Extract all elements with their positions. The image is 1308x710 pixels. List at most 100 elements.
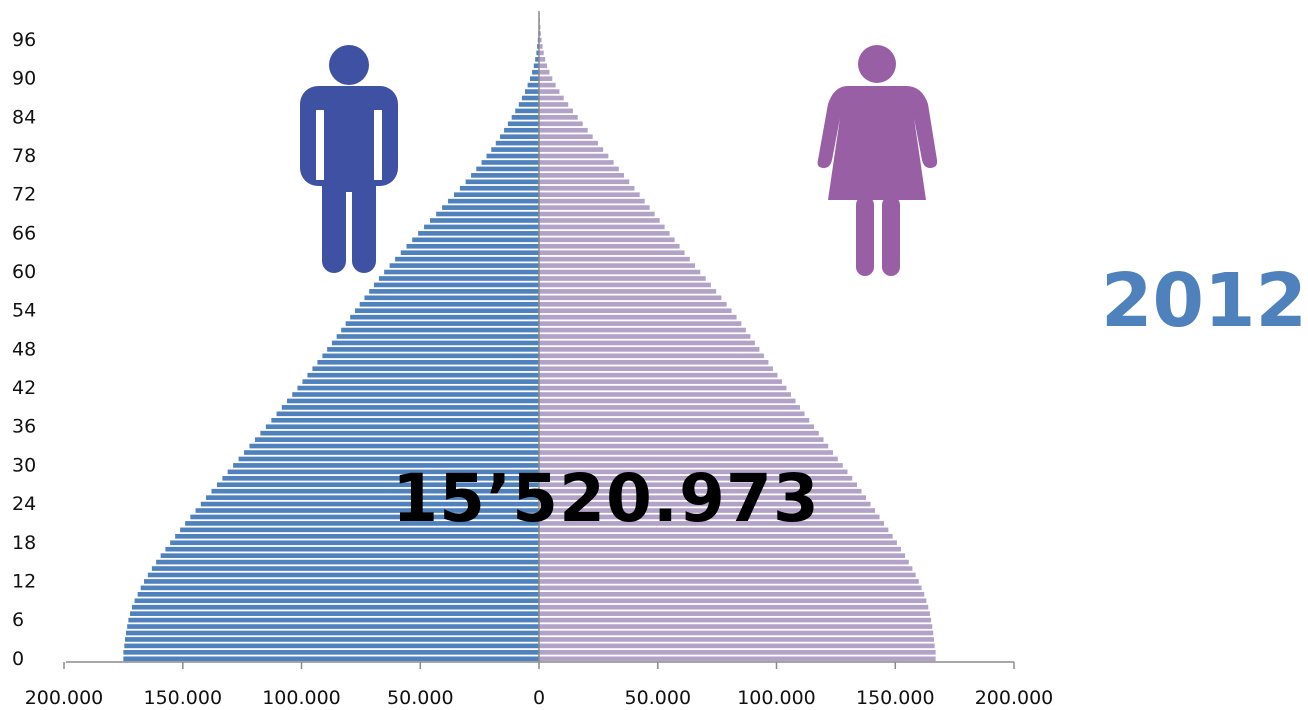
male-bar-age-71 bbox=[448, 198, 539, 204]
female-bar-age-87 bbox=[539, 95, 564, 101]
female-bar-age-0 bbox=[539, 656, 936, 662]
x-tick-label: 100.000 bbox=[262, 687, 341, 709]
female-bar-age-27 bbox=[539, 482, 858, 488]
male-bar-age-64 bbox=[406, 243, 540, 249]
male-bar-age-55 bbox=[359, 301, 539, 307]
x-tick-label: 50.000 bbox=[387, 687, 453, 709]
y-tick-label: 78 bbox=[12, 145, 36, 167]
female-bar-age-86 bbox=[539, 102, 569, 107]
male-bar-age-3 bbox=[125, 637, 539, 642]
female-bar-age-74 bbox=[539, 179, 630, 185]
female-bar-age-52 bbox=[539, 321, 742, 326]
male-bar-age-76 bbox=[476, 166, 539, 172]
female-bar-age-53 bbox=[539, 314, 737, 320]
female-bar-age-12 bbox=[539, 579, 919, 584]
male-bar-age-82 bbox=[504, 127, 539, 133]
female-bar-age-61 bbox=[539, 263, 696, 268]
male-bar-age-19 bbox=[175, 533, 539, 539]
male-bar-age-16 bbox=[160, 553, 539, 558]
male-bar-age-41 bbox=[292, 392, 539, 397]
male-bar-age-37 bbox=[271, 417, 539, 423]
male-bar-age-77 bbox=[481, 160, 539, 165]
female-bar-age-49 bbox=[539, 340, 755, 346]
male-bar-age-95 bbox=[537, 44, 539, 49]
male-bar-age-91 bbox=[532, 69, 539, 75]
male-bar-age-9 bbox=[134, 598, 540, 604]
female-bar-age-95 bbox=[539, 44, 543, 49]
y-tick-label: 6 bbox=[12, 609, 24, 631]
x-tick-label: 200.000 bbox=[25, 687, 104, 709]
female-bar-age-47 bbox=[539, 353, 764, 359]
female-bars bbox=[539, 11, 936, 662]
male-bar-age-45 bbox=[312, 366, 539, 372]
male-bar-age-59 bbox=[378, 276, 539, 281]
y-tick-label: 12 bbox=[12, 570, 36, 592]
y-tick-label: 48 bbox=[12, 338, 36, 360]
male-bar-age-51 bbox=[341, 327, 539, 333]
female-bar-age-54 bbox=[539, 308, 732, 314]
female-bar-age-78 bbox=[539, 153, 609, 159]
male-bar-age-21 bbox=[185, 521, 540, 526]
female-bar-age-84 bbox=[539, 115, 578, 120]
y-tick-label: 72 bbox=[12, 184, 36, 206]
female-bar-age-31 bbox=[539, 456, 838, 462]
male-bar-age-20 bbox=[180, 527, 539, 533]
male-bar-age-8 bbox=[131, 604, 539, 610]
x-tick-label: 150.000 bbox=[144, 687, 223, 709]
male-bar-age-28 bbox=[222, 475, 539, 481]
x-axis-ticks: 200.000 150.000 100.000 50.000 0 50.000 100.00… bbox=[25, 687, 1054, 709]
male-bar-age-35 bbox=[260, 430, 539, 436]
female-bar-age-77 bbox=[539, 160, 614, 165]
male-bar-age-53 bbox=[350, 314, 539, 320]
female-bar-age-35 bbox=[539, 430, 819, 436]
female-bar-age-50 bbox=[539, 334, 751, 339]
female-bar-age-14 bbox=[539, 566, 913, 571]
x-tick-label: 200.000 bbox=[975, 687, 1054, 709]
male-bar-age-56 bbox=[364, 295, 539, 301]
female-bar-age-83 bbox=[539, 121, 583, 127]
y-tick-label: 24 bbox=[12, 493, 36, 515]
male-bar-age-88 bbox=[524, 89, 539, 94]
male-bar-age-47 bbox=[322, 353, 539, 359]
male-bar-age-93 bbox=[535, 57, 539, 62]
male-bar-age-5 bbox=[127, 624, 540, 629]
y-tick-label: 42 bbox=[12, 377, 36, 399]
x-tick-label: 50.000 bbox=[625, 687, 691, 709]
male-bar-age-72 bbox=[453, 192, 539, 198]
male-bar-age-50 bbox=[336, 334, 539, 339]
male-bar-age-84 bbox=[511, 115, 539, 120]
male-bar-age-85 bbox=[515, 108, 539, 114]
female-bar-age-16 bbox=[539, 553, 905, 558]
female-bar-age-41 bbox=[539, 392, 791, 397]
female-bar-age-5 bbox=[539, 624, 933, 629]
male-bar-age-86 bbox=[518, 102, 539, 107]
male-bar-age-1 bbox=[123, 650, 540, 655]
y-tick-label: 66 bbox=[12, 222, 36, 244]
female-bar-age-66 bbox=[539, 231, 670, 236]
female-bar-age-13 bbox=[539, 572, 916, 578]
female-bar-age-96 bbox=[539, 37, 542, 43]
male-bar-age-94 bbox=[536, 50, 539, 56]
female-bar-age-51 bbox=[539, 327, 746, 333]
female-bar-age-23 bbox=[539, 508, 876, 513]
female-bar-age-92 bbox=[539, 63, 548, 69]
male-bar-age-38 bbox=[276, 411, 539, 417]
female-bar-age-72 bbox=[539, 192, 640, 198]
female-bar-age-24 bbox=[539, 501, 871, 507]
male-bar-age-39 bbox=[281, 405, 539, 410]
male-bar-age-65 bbox=[412, 237, 540, 243]
male-bar-age-61 bbox=[389, 263, 539, 268]
male-bar-age-17 bbox=[165, 546, 539, 552]
female-bar-age-59 bbox=[539, 276, 706, 281]
female-bar-age-60 bbox=[539, 269, 701, 275]
female-bar-age-97 bbox=[539, 31, 541, 36]
male-bar-age-18 bbox=[170, 540, 539, 546]
female-bar-age-38 bbox=[539, 411, 805, 417]
female-bar-age-33 bbox=[539, 443, 829, 449]
male-bar-age-90 bbox=[529, 76, 540, 81]
female-bar-age-68 bbox=[539, 218, 660, 223]
male-bar-age-7 bbox=[130, 611, 539, 616]
male-bar-age-44 bbox=[307, 372, 539, 378]
male-bar-age-75 bbox=[471, 173, 539, 178]
female-bar-age-17 bbox=[539, 546, 901, 552]
